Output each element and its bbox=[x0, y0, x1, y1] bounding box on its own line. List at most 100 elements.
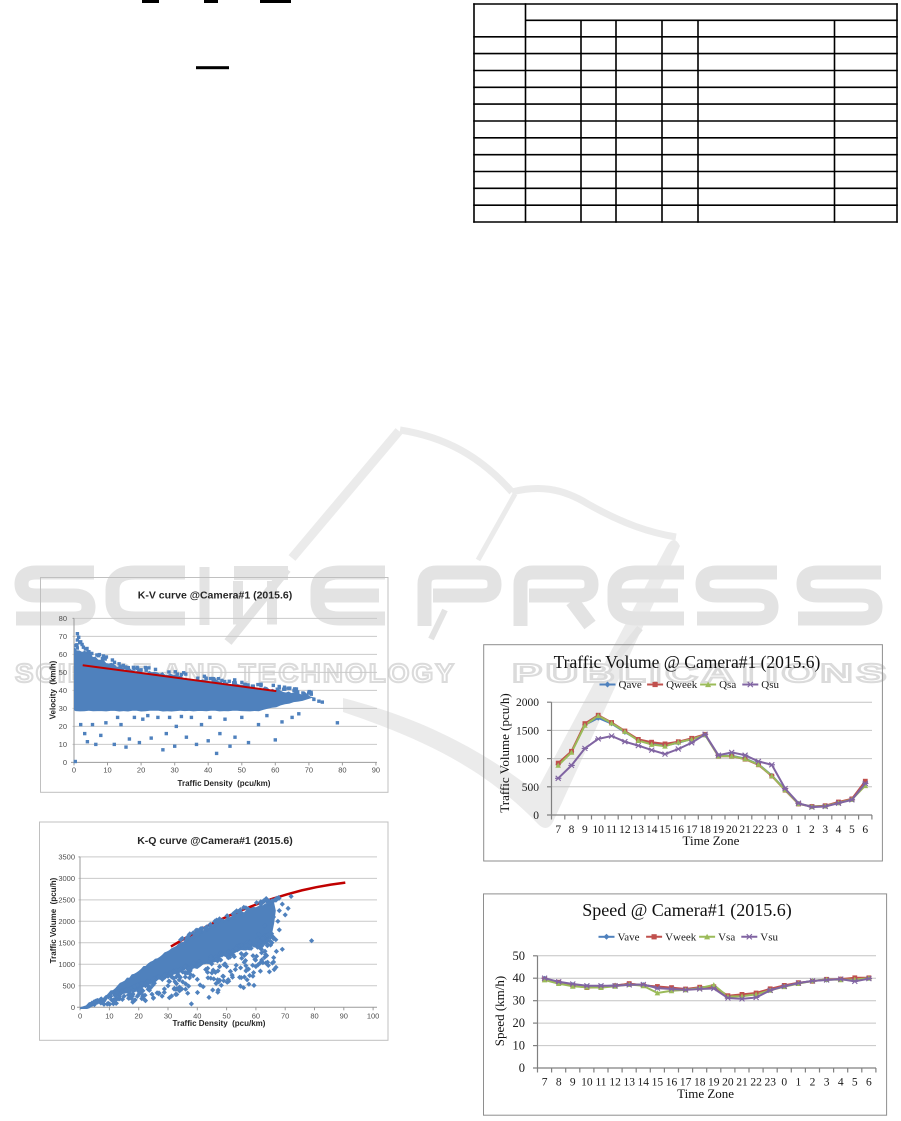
svg-text:21: 21 bbox=[739, 824, 751, 836]
svg-text:15: 15 bbox=[659, 824, 671, 836]
svg-text:Traffic Density (pcu/km): Traffic Density (pcu/km) bbox=[178, 779, 271, 788]
svg-text:40: 40 bbox=[59, 686, 67, 695]
svg-text:Vave: Vave bbox=[618, 931, 640, 943]
svg-text:9: 9 bbox=[570, 1077, 576, 1089]
svg-text:3: 3 bbox=[822, 824, 828, 836]
svg-text:60: 60 bbox=[252, 1011, 260, 1020]
svg-text:22: 22 bbox=[750, 1077, 762, 1089]
svg-text:22: 22 bbox=[753, 824, 765, 836]
svg-text:1500: 1500 bbox=[516, 725, 539, 737]
svg-text:14: 14 bbox=[646, 824, 658, 836]
svg-text:2000: 2000 bbox=[58, 917, 75, 926]
svg-text:11: 11 bbox=[606, 824, 617, 836]
svg-text:K-Q curve @Camera#1 (2015.6): K-Q curve @Camera#1 (2015.6) bbox=[137, 835, 293, 847]
svg-text:3500: 3500 bbox=[58, 852, 75, 861]
svg-text:13: 13 bbox=[623, 1077, 635, 1089]
svg-text:60: 60 bbox=[59, 650, 67, 659]
svg-text:40: 40 bbox=[513, 971, 526, 985]
svg-text:Speed @ Camera#1 (2015.6): Speed @ Camera#1 (2015.6) bbox=[582, 900, 792, 921]
svg-text:Vsu: Vsu bbox=[760, 931, 778, 943]
svg-text:90: 90 bbox=[372, 765, 380, 774]
svg-text:Vweek: Vweek bbox=[665, 931, 697, 943]
svg-text:Qsa: Qsa bbox=[719, 679, 736, 691]
svg-text:PUBLICATIONS: PUBLICATIONS bbox=[512, 658, 890, 688]
svg-text:40: 40 bbox=[193, 1011, 201, 1020]
svg-text:10: 10 bbox=[105, 1011, 113, 1020]
svg-text:0: 0 bbox=[72, 765, 76, 774]
svg-text:70: 70 bbox=[305, 765, 313, 774]
svg-text:16: 16 bbox=[673, 824, 685, 836]
svg-text:10: 10 bbox=[592, 824, 604, 836]
svg-text:3: 3 bbox=[824, 1077, 830, 1089]
svg-text:Velocity (km/h): Velocity (km/h) bbox=[49, 660, 58, 719]
svg-text:Qweek: Qweek bbox=[666, 679, 698, 691]
svg-text:16: 16 bbox=[666, 1077, 678, 1089]
svg-text:11: 11 bbox=[595, 1077, 606, 1089]
svg-text:Time Zone: Time Zone bbox=[677, 1086, 734, 1101]
svg-text:18: 18 bbox=[699, 824, 711, 836]
svg-text:17: 17 bbox=[680, 1077, 692, 1089]
svg-text:0: 0 bbox=[519, 1061, 525, 1075]
svg-text:80: 80 bbox=[310, 1011, 318, 1020]
svg-text:6: 6 bbox=[862, 824, 868, 836]
svg-text:20: 20 bbox=[59, 722, 67, 731]
svg-text:18: 18 bbox=[694, 1077, 706, 1089]
svg-text:2000: 2000 bbox=[516, 697, 539, 709]
svg-text:3000: 3000 bbox=[58, 874, 75, 883]
svg-text:40: 40 bbox=[204, 765, 212, 774]
svg-text:Speed (km/h): Speed (km/h) bbox=[492, 976, 507, 1046]
svg-text:12: 12 bbox=[609, 1077, 621, 1089]
svg-text:30: 30 bbox=[59, 704, 67, 713]
svg-text:Vsa: Vsa bbox=[718, 931, 735, 943]
svg-text:5: 5 bbox=[852, 1077, 858, 1089]
svg-text:50: 50 bbox=[238, 765, 246, 774]
svg-text:0: 0 bbox=[63, 758, 67, 767]
svg-text:60: 60 bbox=[271, 765, 279, 774]
svg-text:Traffic Volume @ Camera#1 (201: Traffic Volume @ Camera#1 (2015.6) bbox=[554, 652, 821, 672]
svg-text:1000: 1000 bbox=[58, 960, 75, 969]
svg-text:19: 19 bbox=[713, 824, 725, 836]
svg-text:70: 70 bbox=[59, 632, 67, 641]
svg-text:20: 20 bbox=[135, 1011, 143, 1020]
svg-text:2500: 2500 bbox=[58, 895, 75, 904]
svg-text:1000: 1000 bbox=[516, 754, 539, 766]
svg-text:500: 500 bbox=[522, 782, 540, 794]
svg-text:Traffic Density (pcu/km): Traffic Density (pcu/km) bbox=[173, 1019, 266, 1028]
svg-text:12: 12 bbox=[619, 824, 631, 836]
svg-text:0: 0 bbox=[782, 824, 788, 836]
svg-text:50: 50 bbox=[513, 949, 526, 963]
svg-text:50: 50 bbox=[222, 1011, 230, 1020]
svg-text:17: 17 bbox=[686, 824, 698, 836]
svg-text:500: 500 bbox=[62, 981, 75, 990]
svg-text:1500: 1500 bbox=[58, 938, 75, 947]
svg-text:7: 7 bbox=[555, 824, 561, 836]
svg-text:100: 100 bbox=[367, 1011, 380, 1020]
svg-text:K-V curve @Camera#1 (2015.6): K-V curve @Camera#1 (2015.6) bbox=[138, 590, 292, 602]
svg-text:10: 10 bbox=[513, 1039, 526, 1053]
svg-text:23: 23 bbox=[764, 1077, 776, 1089]
svg-text:0: 0 bbox=[71, 1003, 75, 1012]
svg-text:70: 70 bbox=[281, 1011, 289, 1020]
svg-text:7: 7 bbox=[542, 1077, 548, 1089]
svg-text:0: 0 bbox=[781, 1077, 787, 1089]
svg-text:2: 2 bbox=[810, 1077, 816, 1089]
svg-text:20: 20 bbox=[513, 1016, 526, 1030]
svg-text:Traffic Volume (pcu/h): Traffic Volume (pcu/h) bbox=[49, 877, 58, 963]
svg-text:6: 6 bbox=[866, 1077, 872, 1089]
svg-text:4: 4 bbox=[836, 824, 842, 836]
svg-text:4: 4 bbox=[838, 1077, 844, 1089]
svg-text:30: 30 bbox=[171, 765, 179, 774]
svg-text:30: 30 bbox=[513, 994, 526, 1008]
svg-text:23: 23 bbox=[766, 824, 778, 836]
svg-text:80: 80 bbox=[338, 765, 346, 774]
svg-text:50: 50 bbox=[59, 668, 67, 677]
svg-text:Traffic Volume (pcu/h): Traffic Volume (pcu/h) bbox=[497, 693, 512, 812]
svg-text:9: 9 bbox=[582, 824, 588, 836]
svg-text:0: 0 bbox=[533, 810, 539, 822]
svg-text:Qave: Qave bbox=[619, 679, 642, 691]
svg-text:1: 1 bbox=[796, 1077, 802, 1089]
svg-text:80: 80 bbox=[59, 614, 67, 623]
svg-text:Qsu: Qsu bbox=[761, 679, 779, 691]
svg-text:10: 10 bbox=[581, 1077, 593, 1089]
svg-text:14: 14 bbox=[638, 1077, 650, 1089]
